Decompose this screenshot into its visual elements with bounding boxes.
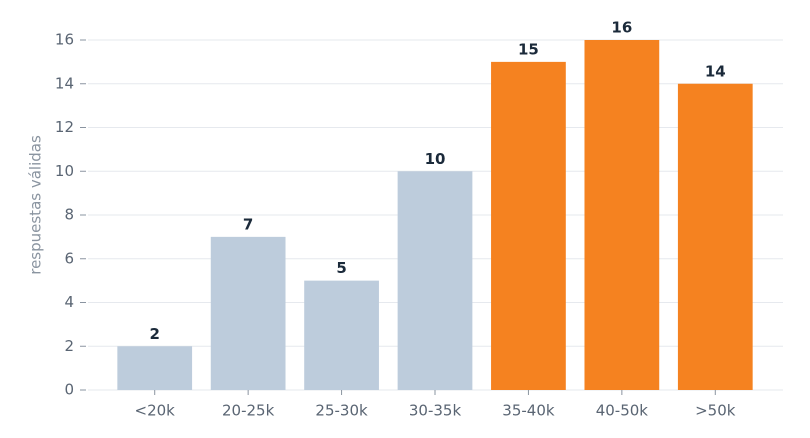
x-tick-label: 30-35k [409, 402, 462, 420]
value-label: 14 [705, 62, 726, 80]
y-tick-label: 16 [55, 31, 74, 49]
bar [491, 61, 566, 390]
x-tick-label: 35-40k [502, 402, 555, 420]
y-tick-label: 0 [64, 381, 74, 399]
x-tick-label: >50k [695, 402, 736, 420]
y-tick-label: 2 [64, 337, 74, 355]
y-tick-label: 14 [55, 74, 74, 92]
x-tick-label: 20-25k [222, 402, 275, 420]
y-tick-label: 8 [64, 206, 74, 224]
value-label: 5 [336, 259, 346, 277]
bar [677, 83, 753, 390]
x-tick-label: <20k [135, 402, 176, 420]
y-tick-label: 6 [64, 249, 74, 267]
bar [210, 236, 286, 390]
bar [304, 280, 379, 390]
value-label: 16 [611, 19, 632, 37]
value-label: 15 [518, 40, 539, 58]
value-label: 10 [425, 150, 446, 168]
y-tick-label: 12 [55, 118, 74, 136]
x-tick-label: 40-50k [596, 402, 649, 420]
value-label: 7 [243, 215, 253, 233]
y-tick-label: 10 [55, 162, 74, 180]
bar [584, 40, 660, 390]
value-label: 2 [149, 325, 159, 343]
y-axis-label: respuestas válidas [27, 135, 45, 275]
x-tick-label: 25-30k [315, 402, 368, 420]
y-tick-label: 4 [64, 293, 74, 311]
bar [397, 171, 473, 390]
bar [117, 346, 193, 390]
